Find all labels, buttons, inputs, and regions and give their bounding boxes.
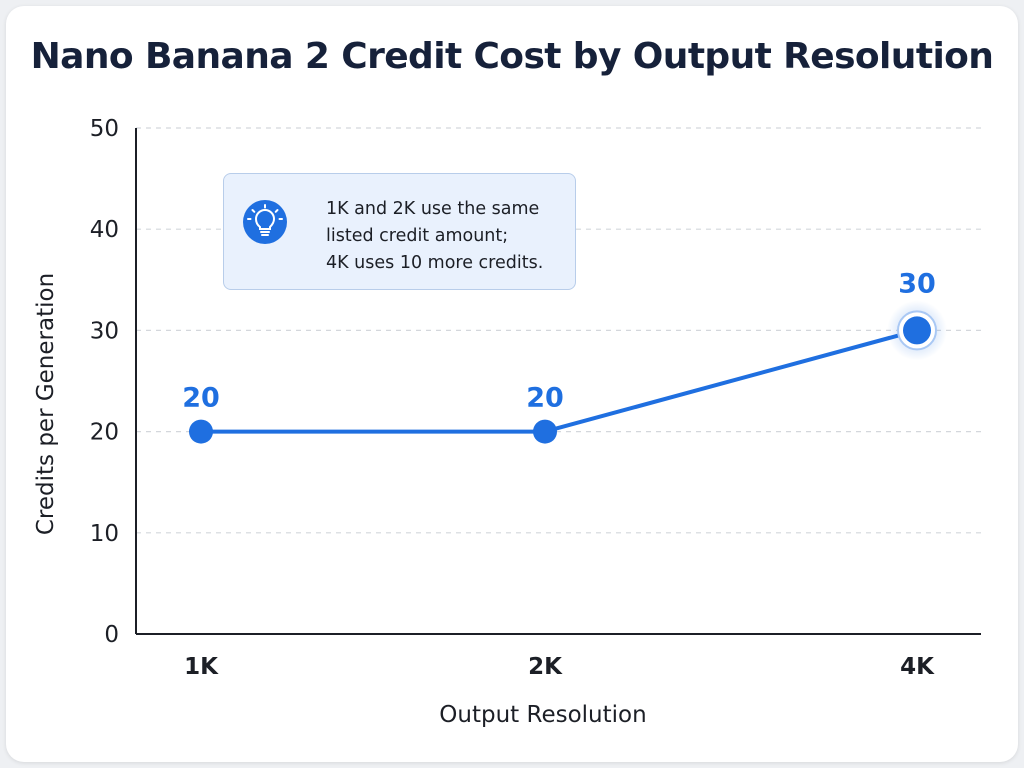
x-axis-title: Output Resolution xyxy=(439,702,646,728)
y-tick-label: 50 xyxy=(90,116,119,142)
data-label: 20 xyxy=(526,383,564,414)
annotation-line: listed credit amount; xyxy=(326,226,509,246)
lightbulb-icon xyxy=(243,200,287,244)
y-tick-label: 20 xyxy=(90,420,119,446)
chart-card: Nano Banana 2 Credit Cost by Output Reso… xyxy=(6,6,1018,762)
annotation-line: 1K and 2K use the same xyxy=(326,199,540,219)
data-label: 30 xyxy=(898,268,936,299)
data-point xyxy=(533,419,557,444)
annotation-line: 4K uses 10 more credits. xyxy=(326,253,544,273)
y-tick-label: 30 xyxy=(90,318,119,344)
y-axis-title: Credits per Generation xyxy=(33,273,59,535)
annotation-box: 1K and 2K use the same listed credit amo… xyxy=(223,173,576,290)
data-point xyxy=(903,316,931,345)
x-tick-labels: 1K 2K 4K xyxy=(184,654,935,680)
x-tick-label: 2K xyxy=(528,654,563,680)
annotation-text: 1K and 2K use the same listed credit amo… xyxy=(326,196,566,277)
line-chart: 0 10 20 30 40 50 1K 2K 4K 20 20 30 Output Resolut… xyxy=(33,116,981,728)
x-tick-label: 1K xyxy=(184,654,219,680)
y-tick-label: 0 xyxy=(104,622,119,648)
data-labels: 20 20 30 xyxy=(182,268,936,413)
y-tick-label: 40 xyxy=(90,217,119,243)
y-tick-label: 10 xyxy=(90,521,119,547)
axes xyxy=(135,128,981,635)
series-credits xyxy=(189,300,947,444)
data-label: 20 xyxy=(182,383,220,414)
y-tick-labels: 0 10 20 30 40 50 xyxy=(90,116,119,648)
data-point xyxy=(189,419,213,444)
chart-title: Nano Banana 2 Credit Cost by Output Reso… xyxy=(30,36,994,77)
x-tick-label: 4K xyxy=(900,654,935,680)
series-line xyxy=(199,328,919,434)
